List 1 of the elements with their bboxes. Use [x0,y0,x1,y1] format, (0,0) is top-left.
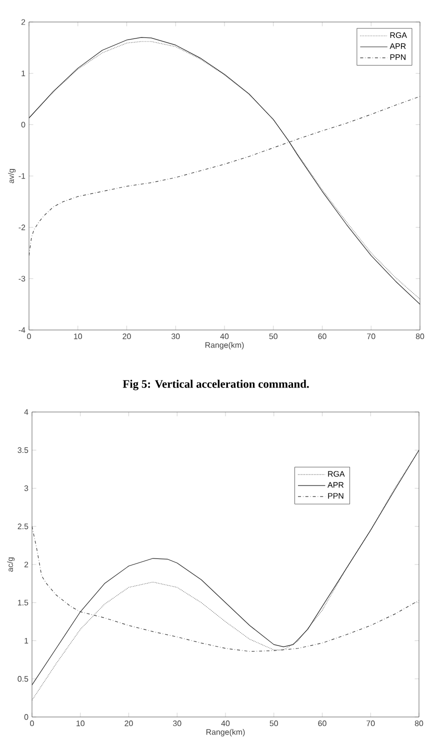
caption: Fig 5: Vertical acceleration command. [122,380,309,390]
